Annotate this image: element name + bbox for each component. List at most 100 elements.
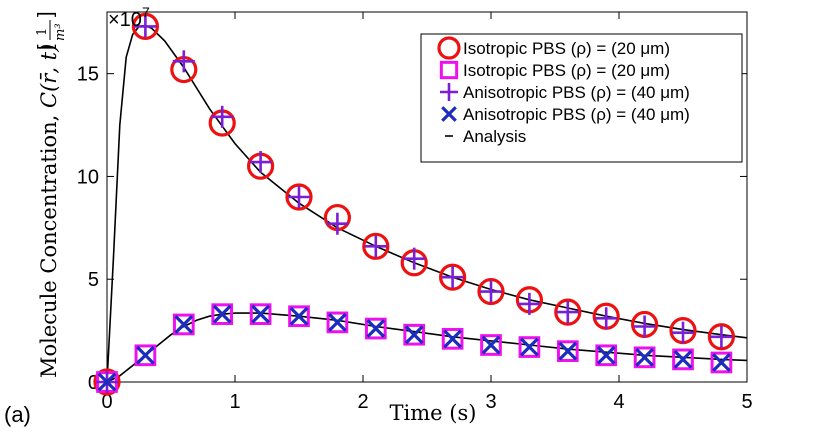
x-marker-b [97, 372, 117, 392]
circle-marker [707, 323, 736, 351]
legend-label: Isotropic PBS (ρ) = (20 μm) [463, 61, 670, 80]
circle-point [93, 368, 121, 396]
x-point [558, 341, 578, 361]
x-marker-b [441, 106, 457, 122]
square-marker [672, 348, 694, 371]
x-axis-label: Time (s) [390, 401, 477, 425]
x-point [520, 337, 539, 357]
square-point [249, 303, 272, 326]
square-marker [556, 340, 579, 363]
x-point [404, 325, 424, 345]
x-marker-b [404, 325, 424, 345]
square-marker [326, 311, 349, 334]
circle-point [362, 232, 390, 260]
square-point [403, 323, 426, 346]
circle-marker [477, 277, 505, 306]
plus-point [172, 50, 195, 73]
square-point [710, 351, 733, 374]
plus-point [518, 292, 541, 315]
x-marker-b [558, 341, 578, 361]
square-point [518, 336, 541, 358]
x-marker-b [520, 337, 539, 357]
square-point [211, 303, 234, 326]
square-marker [134, 344, 157, 367]
circle-marker [439, 263, 467, 291]
square-point [134, 344, 157, 367]
plus-point [364, 235, 387, 258]
circle-point [477, 277, 505, 306]
y-tick-label: 5 [88, 269, 99, 291]
plus-point [556, 301, 579, 324]
square-marker [211, 303, 234, 326]
x-marker-b [251, 304, 270, 324]
legend-label: Anisotropic PBS (ρ) = (40 μm) [463, 105, 690, 124]
square-point [556, 340, 579, 363]
x-marker-b [443, 329, 462, 349]
x-tick-label: 2 [357, 391, 368, 413]
plus-point [633, 315, 656, 338]
x-marker-b [328, 313, 347, 332]
circle-point [285, 183, 313, 211]
y-axis-label: Molecule Concentration, C(r̄, t) [ 1 m³ … [35, 11, 68, 378]
x-point [596, 345, 616, 365]
x-tick-label: 1 [229, 391, 240, 413]
x-point [673, 350, 693, 369]
square-marker [439, 60, 459, 80]
x-axis: 0 1 2 3 4 5 [101, 12, 753, 413]
plus-point [326, 212, 349, 235]
x-point [443, 329, 462, 349]
x-marker-b [212, 304, 232, 324]
square-marker [633, 346, 656, 369]
x-point [366, 319, 386, 338]
x-tick-label: 5 [741, 391, 752, 413]
legend-marker-x [441, 106, 457, 122]
square-point [595, 344, 618, 367]
square-point [633, 346, 656, 369]
plot-frame [106, 11, 748, 383]
circle-marker [554, 298, 582, 326]
x-point [174, 315, 194, 334]
legend-marker-circle [437, 36, 461, 60]
plus-point [249, 151, 272, 174]
x-marker-b [289, 306, 309, 326]
square-marker [480, 334, 502, 356]
square-point [672, 348, 694, 371]
circle-point [707, 323, 736, 351]
square-point [172, 313, 195, 336]
x-marker-b [366, 319, 386, 338]
square-marker [249, 303, 272, 326]
x-marker-b [481, 335, 501, 355]
square-marker [364, 317, 387, 340]
plus-point [403, 247, 426, 270]
legend-marker-plus [440, 83, 458, 101]
x-marker-b [136, 345, 155, 365]
x-marker-b [596, 345, 616, 365]
square-marker [518, 336, 541, 358]
x-point [251, 304, 270, 324]
square-point [326, 311, 349, 334]
x-tick-label: 3 [485, 391, 496, 413]
circle-point [554, 298, 582, 326]
circle-point [439, 263, 467, 291]
x-point [481, 335, 501, 355]
x-tick-label: 0 [101, 391, 112, 413]
square-marker [595, 344, 618, 367]
y-tick-label: 10 [77, 166, 99, 188]
x-tick-label: 4 [613, 391, 624, 413]
plus-point [134, 15, 157, 38]
square-marker [403, 323, 426, 346]
plus-point [672, 321, 694, 344]
plus-point [595, 307, 618, 330]
x-point [635, 347, 654, 367]
plus-point [288, 186, 310, 208]
square-marker [710, 351, 733, 374]
legend-label: Analysis [463, 127, 526, 146]
square-marker [288, 305, 310, 328]
circle-point [131, 12, 159, 40]
x-marker-b [712, 353, 731, 372]
legend-marker-square [439, 60, 459, 80]
x-point [289, 306, 309, 326]
x-point [712, 353, 731, 372]
square-point [441, 327, 464, 350]
circle-marker [131, 12, 159, 40]
